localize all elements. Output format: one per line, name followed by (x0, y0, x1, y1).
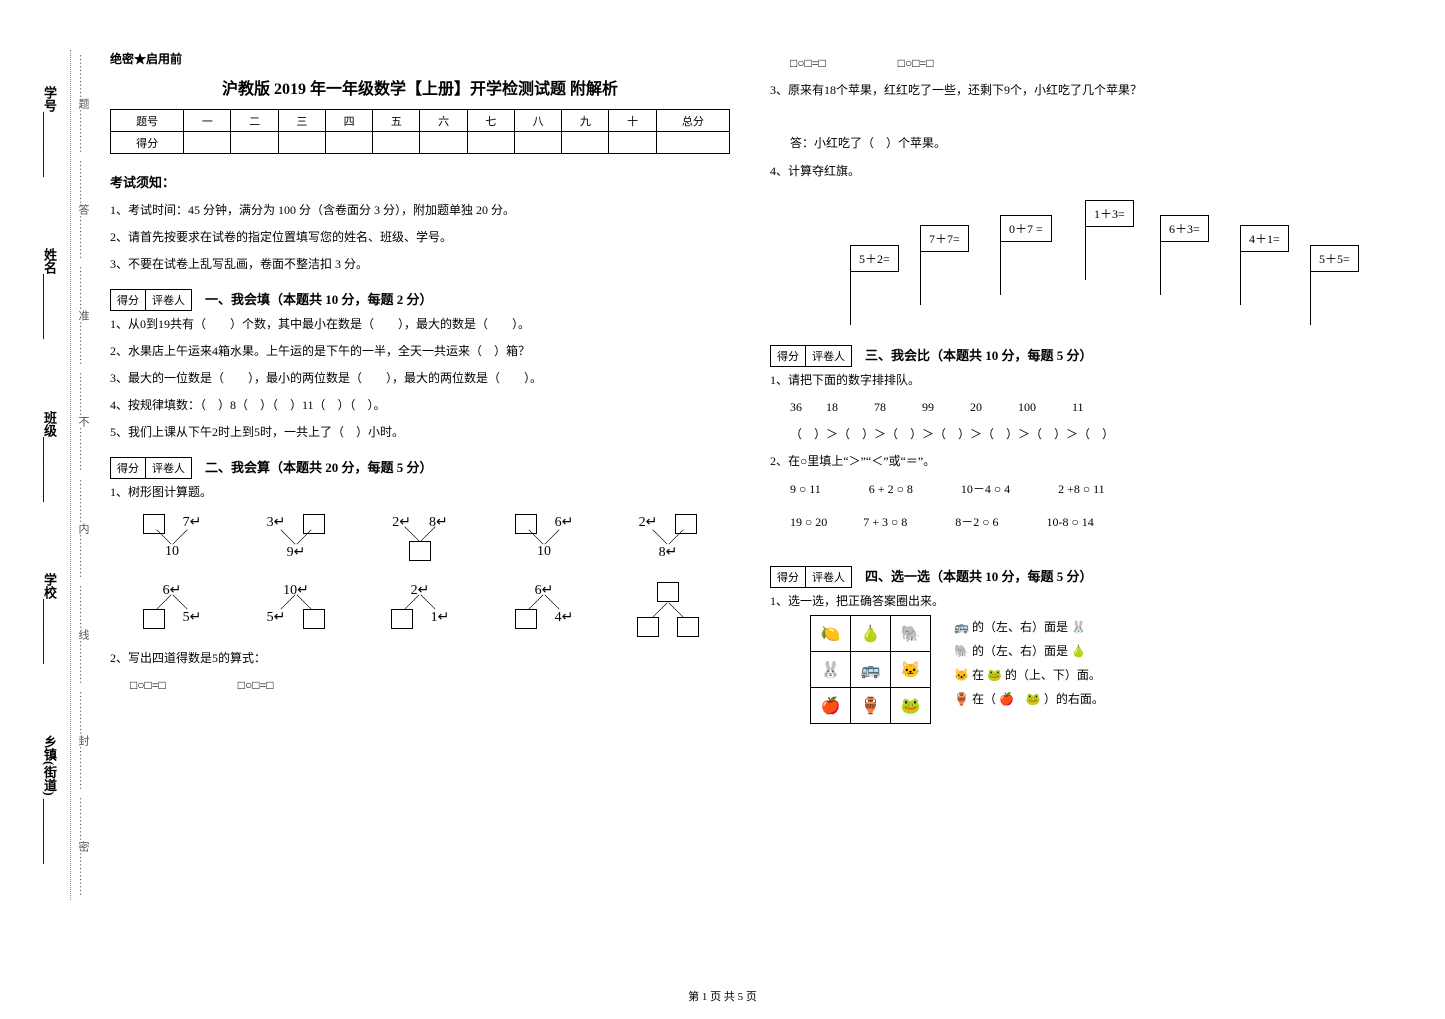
section4-title: 四、选一选（本题共 10 分，每题 5 分） (865, 566, 1093, 585)
tree-row-top: 7↵＼／10 3↵＼／9↵ 2↵8↵＼／ 6↵＼／10 2↵＼／8↵ (110, 514, 730, 566)
page-content: 绝密★启用前 沪教版 2019 年一年级数学【上册】开学检测试题 附解析 题号 … (110, 50, 1410, 950)
secret-label: 绝密★启用前 (110, 50, 730, 67)
notice-heading: 考试须知： (110, 172, 730, 191)
q2-3: 3、原来有18个苹果，红红吃了一些，还剩下9个，小红吃了几个苹果？ (770, 81, 1390, 100)
section1-title: 一、我会填（本题共 10 分，每题 2 分） (205, 289, 433, 308)
left-column: 绝密★启用前 沪教版 2019 年一年级数学【上册】开学检测试题 附解析 题号 … (110, 50, 730, 950)
score-table: 题号 一 二 三 四 五 六 七 八 九 十 总分 得分 (110, 109, 730, 154)
page-footer: 第 1 页 共 5 页 (0, 988, 1445, 1004)
notice-3: 3、不要在试卷上乱写乱画，卷面不整洁扣 3 分。 (110, 255, 730, 274)
q2-1: 1、树形图计算题。 (110, 483, 730, 502)
scorebox-1: 得分评卷人 (110, 289, 192, 311)
scorebox-2: 得分评卷人 (110, 457, 192, 479)
binding-labels: 学号__________ 姓名__________ 班级__________ 学… (40, 50, 59, 900)
label-xingming: 姓名__________ (40, 248, 59, 339)
notice-1: 1、考试时间：45 分钟，满分为 100 分（含卷面分 3 分），附加题单独 2… (110, 201, 730, 220)
picture-grid: 🍋🍐🐘 🐰🚌🐱 🍎🏺🐸 (810, 615, 931, 724)
label-banji: 班级__________ (40, 411, 59, 502)
exam-title: 沪教版 2019 年一年级数学【上册】开学检测试题 附解析 (110, 75, 730, 99)
right-column: □○□=□ □○□=□ 3、原来有18个苹果，红红吃了一些，还剩下9个，小红吃了… (770, 50, 1390, 950)
scorebox-3: 得分评卷人 (770, 345, 852, 367)
label-xiangzhen: 乡镇(街道) __________ (40, 735, 59, 864)
q2-4: 4、计算夺红旗。 (770, 162, 1390, 181)
label-xuehao: 学号__________ (40, 86, 59, 177)
tree-row-bottom: 6↵／＼5↵ 10↵／＼5↵ 2↵／＼1↵ 6↵／＼4↵ ／＼ (110, 582, 730, 637)
scorebox-4: 得分评卷人 (770, 566, 852, 588)
label-xuexiao: 学校__________ (40, 573, 59, 664)
picture-questions: 🚌 的（左、右）面是 🐰 🐘 的（左、右）面是 🍐 🐱 在 🐸 的（上、下）面。… (954, 615, 1104, 711)
flags-diagram: 5＋2= 7＋7= 0＋7 = 1＋3= 6＋3= 4＋1= 5＋5= (850, 195, 1390, 305)
section3-title: 三、我会比（本题共 10 分，每题 5 分） (865, 345, 1093, 364)
notice-2: 2、请首先按要求在试卷的指定位置填写您的姓名、班级、学号。 (110, 228, 730, 247)
seal-line: …………题………… …………答………… …………准………… …………不………… … (70, 50, 91, 900)
q2-2: 2、写出四道得数是5的算式： (110, 649, 730, 668)
section2-title: 二、我会算（本题共 20 分，每题 5 分） (205, 457, 433, 476)
